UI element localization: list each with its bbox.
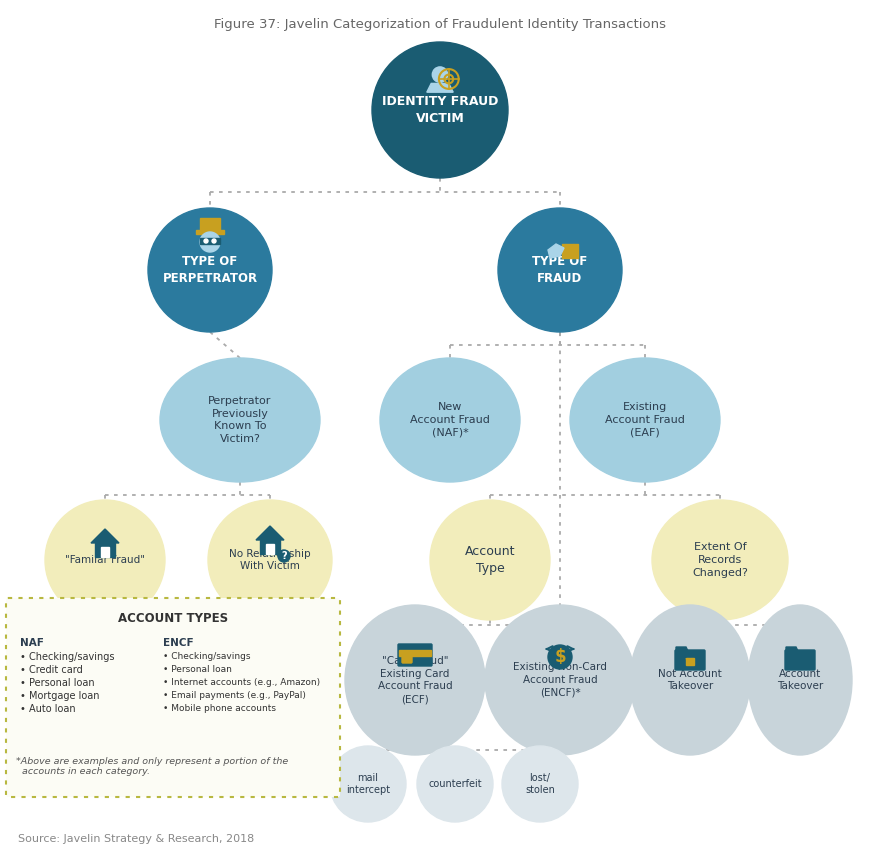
Text: TYPE OF
FRAUD: TYPE OF FRAUD xyxy=(532,255,588,285)
Text: • Personal loan: • Personal loan xyxy=(163,665,232,674)
Ellipse shape xyxy=(417,746,493,822)
Ellipse shape xyxy=(160,358,320,482)
Text: • Internet accounts (e.g., Amazon): • Internet accounts (e.g., Amazon) xyxy=(163,678,320,687)
Text: Not Account
Takeover: Not Account Takeover xyxy=(658,669,722,691)
Text: $: $ xyxy=(554,648,566,666)
Text: • Email payments (e.g., PayPal): • Email payments (e.g., PayPal) xyxy=(163,691,306,700)
Bar xyxy=(686,658,694,665)
Text: New
Account Fraud
(NAF)*: New Account Fraud (NAF)* xyxy=(410,403,490,438)
Ellipse shape xyxy=(208,500,332,620)
Polygon shape xyxy=(91,529,119,543)
Bar xyxy=(200,238,220,244)
Text: ?: ? xyxy=(281,551,287,561)
FancyBboxPatch shape xyxy=(398,644,432,666)
Polygon shape xyxy=(548,244,564,258)
Ellipse shape xyxy=(430,500,550,620)
Ellipse shape xyxy=(330,746,406,822)
Polygon shape xyxy=(256,526,284,540)
Text: • Credit card: • Credit card xyxy=(20,665,83,675)
FancyBboxPatch shape xyxy=(402,655,412,663)
Text: ENCF: ENCF xyxy=(163,638,194,648)
Text: ACCOUNT TYPES: ACCOUNT TYPES xyxy=(118,612,228,625)
Text: Figure 37: Javelin Categorization of Fraudulent Identity Transactions: Figure 37: Javelin Categorization of Fra… xyxy=(214,18,667,31)
Ellipse shape xyxy=(148,208,272,332)
Ellipse shape xyxy=(748,605,852,755)
Text: • Mortgage loan: • Mortgage loan xyxy=(20,691,100,701)
Text: • Checking/savings: • Checking/savings xyxy=(163,652,250,661)
Text: mail
intercept: mail intercept xyxy=(346,772,390,796)
Text: Extent Of
Records
Changed?: Extent Of Records Changed? xyxy=(692,543,748,578)
Text: Existing Non-Card
Account Fraud
(ENCF)*: Existing Non-Card Account Fraud (ENCF)* xyxy=(513,662,607,698)
Ellipse shape xyxy=(45,500,165,620)
Text: • Auto loan: • Auto loan xyxy=(20,704,76,714)
Text: Account
Type: Account Type xyxy=(465,545,515,575)
Ellipse shape xyxy=(570,358,720,482)
Circle shape xyxy=(200,232,220,252)
FancyBboxPatch shape xyxy=(785,650,815,670)
Ellipse shape xyxy=(502,746,578,822)
Circle shape xyxy=(204,239,208,243)
Ellipse shape xyxy=(498,208,622,332)
Circle shape xyxy=(548,645,572,669)
Bar xyxy=(399,650,431,656)
Bar xyxy=(562,244,578,258)
Bar xyxy=(101,547,109,557)
Ellipse shape xyxy=(630,605,750,755)
Text: lost/
stolen: lost/ stolen xyxy=(525,772,555,796)
Text: • Checking/savings: • Checking/savings xyxy=(20,652,115,662)
Text: No Relationship
With Victim: No Relationship With Victim xyxy=(229,549,311,571)
Ellipse shape xyxy=(380,358,520,482)
Text: *Above are examples and only represent a portion of the
  accounts in each categ: *Above are examples and only represent a… xyxy=(16,757,288,777)
Text: TYPE OF
PERPETRATOR: TYPE OF PERPETRATOR xyxy=(162,255,257,285)
Text: Perpetrator
Previously
Known To
Victim?: Perpetrator Previously Known To Victim? xyxy=(208,396,271,444)
Text: NAF: NAF xyxy=(20,638,44,648)
Bar xyxy=(200,218,220,230)
Ellipse shape xyxy=(652,500,788,620)
Text: IDENTITY FRAUD
VICTIM: IDENTITY FRAUD VICTIM xyxy=(381,95,498,124)
Bar xyxy=(260,540,280,554)
Ellipse shape xyxy=(372,42,508,178)
Text: Account
Takeover: Account Takeover xyxy=(777,669,823,691)
Circle shape xyxy=(433,67,448,82)
Text: • Mobile phone accounts: • Mobile phone accounts xyxy=(163,704,276,713)
Polygon shape xyxy=(426,84,453,92)
FancyBboxPatch shape xyxy=(675,650,705,670)
Text: • Personal loan: • Personal loan xyxy=(20,678,94,688)
Ellipse shape xyxy=(485,605,635,755)
Circle shape xyxy=(278,550,290,562)
Text: Source: Javelin Strategy & Research, 2018: Source: Javelin Strategy & Research, 201… xyxy=(18,834,255,844)
Polygon shape xyxy=(786,647,798,651)
Text: "Card Fraud"
Existing Card
Account Fraud
(ECF): "Card Fraud" Existing Card Account Fraud… xyxy=(378,656,452,704)
Bar xyxy=(196,230,224,234)
FancyBboxPatch shape xyxy=(6,598,340,797)
Text: Existing
Account Fraud
(EAF): Existing Account Fraud (EAF) xyxy=(605,403,685,438)
Bar xyxy=(95,543,115,557)
Ellipse shape xyxy=(345,605,485,755)
Text: "Familar Fraud": "Familar Fraud" xyxy=(65,555,145,565)
Text: counterfeit: counterfeit xyxy=(428,779,482,789)
Circle shape xyxy=(212,239,216,243)
Polygon shape xyxy=(676,647,688,651)
Bar xyxy=(266,544,274,554)
